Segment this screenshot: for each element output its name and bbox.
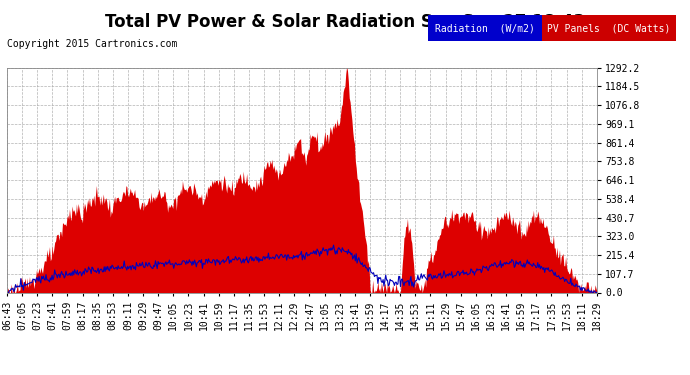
Text: PV Panels  (DC Watts): PV Panels (DC Watts) <box>547 23 671 33</box>
Text: Total PV Power & Solar Radiation Sun Sep 27 18:43: Total PV Power & Solar Radiation Sun Sep… <box>105 13 585 31</box>
Text: Copyright 2015 Cartronics.com: Copyright 2015 Cartronics.com <box>7 39 177 50</box>
Text: Radiation  (W/m2): Radiation (W/m2) <box>435 23 535 33</box>
